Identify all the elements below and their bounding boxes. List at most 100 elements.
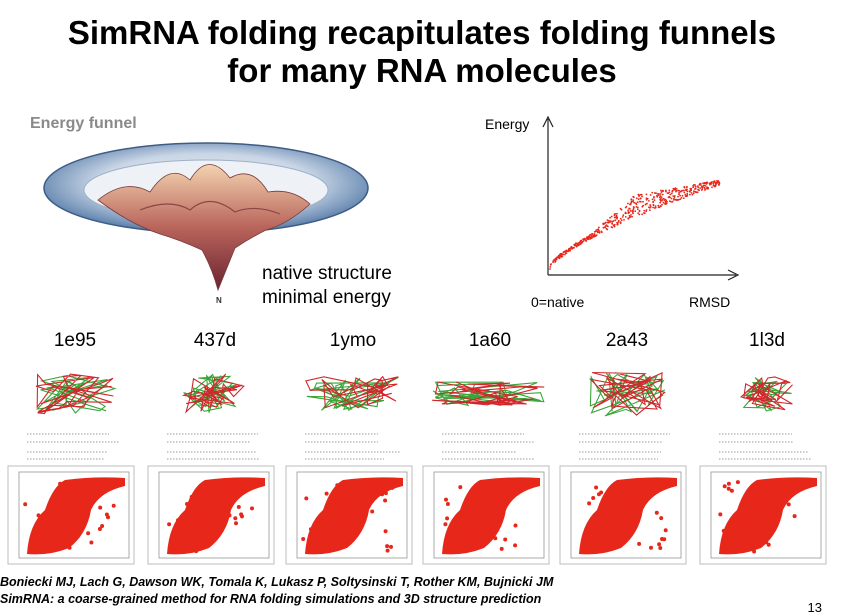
funnel-plot-point [560,256,563,258]
scatter-point [324,491,329,496]
scatter-point-cloud [442,477,540,555]
scatter-point [774,518,779,523]
scatter-point [167,522,172,527]
scatter-point [352,515,357,519]
funnel-plot-point [613,213,616,216]
funnel-plot-point [661,203,663,206]
funnel-plot-point [628,214,631,217]
structure-render [739,376,793,412]
funnel-plot-point [658,193,660,195]
funnel-plot-point [605,224,608,226]
scatter-point [630,503,635,508]
funnel-plot-point [609,216,611,219]
scatter-point [308,527,313,532]
funnel-plot-point [654,206,657,209]
scatter-point [786,502,791,507]
scatter-point [467,521,472,526]
funnel-plot-point [652,200,654,203]
funnel-plot-point [608,221,610,224]
scatter-point [455,548,460,553]
title-line-2: for many RNA molecules [227,52,617,89]
scatter-point [792,514,797,519]
scatter-point [89,540,94,545]
funnel-plot-point [621,216,624,218]
plot-y-arrowhead [542,115,554,128]
scatter-point [596,530,601,534]
scatter-point [332,503,337,508]
funnel-plot-point [690,192,693,194]
funnel-plot-point [576,243,579,246]
funnel-plot-point [555,257,558,259]
funnel-plot-point [694,185,697,188]
funnel-plot-point [668,200,671,202]
funnel-plot-point [688,190,691,193]
scatter-point [657,542,662,547]
scatter-point [594,485,599,490]
scatter-point [79,488,84,493]
scatter-point [734,529,738,534]
scatter-point-cloud [719,477,817,555]
funnel-plot-point [573,243,576,246]
funnel-plot-point [651,191,654,194]
funnel-plot-point [661,190,664,193]
scatter-point [390,485,395,490]
funnel-plot-point [637,212,640,214]
scatter-point [35,522,40,527]
funnel-plot-point [564,250,566,253]
rmsd-energy-scatter [422,465,550,565]
scatter-point [385,548,390,553]
scatter-point [497,485,502,490]
funnel-plot-point [683,191,686,194]
secondary-structure-notation [167,433,260,460]
funnel-plot-point [706,181,708,184]
funnel-plot-point [706,187,709,190]
funnel-plot-point [549,266,552,268]
funnel-plot-point [659,195,662,197]
funnel-plot-point [638,213,641,216]
funnel-plot-point [652,203,655,206]
scatter-point [383,491,388,496]
scatter-point [475,502,480,507]
scatter-point [493,536,498,541]
funnel-plot-point [549,263,552,266]
funnel-plot-point [680,197,683,199]
scatter-point [454,532,459,537]
funnel-plot-point [678,191,680,194]
funnel-plot-point [606,219,609,221]
scatter-point [46,540,50,544]
scatter-point [98,505,103,510]
funnel-plot-point [669,193,672,196]
funnel-plot-point [673,188,675,190]
structure-render [588,371,666,417]
funnel-plot-point [663,199,666,202]
scatter-axes [570,471,682,559]
funnel-plot-point [610,215,613,218]
funnel-plot-point [645,197,648,200]
funnel-plot-point [700,189,703,191]
funnel-plot-point [596,230,599,233]
native-structure-note: native structure minimal energy [262,262,392,310]
funnel-plot-point [694,187,697,190]
funnel-plot-point [608,219,610,222]
funnel-plot-point [658,196,661,199]
funnel-plot-point [699,187,701,189]
funnel-plot-point [586,236,588,239]
rmsd-energy-scatter [147,465,275,565]
funnel-plot-point [670,197,673,200]
funnel-plot-point [677,189,679,192]
funnel-ridge [139,200,281,215]
funnel-plot-point [632,206,635,208]
funnel-plot-point [664,200,667,203]
funnel-plot-point [616,222,619,225]
scatter-point [726,481,731,486]
funnel-plot-point [613,225,616,228]
funnel-plot-point [671,189,674,192]
funnel-plot-point [607,225,609,228]
funnel-plot-point [630,201,633,204]
scatter-point [349,533,354,538]
funnel-plot-point [643,209,646,212]
funnel-plot-point [659,198,661,201]
funnel-plot-point [620,208,623,211]
funnel-plot-point [622,214,625,217]
funnel-plot-point [586,238,589,241]
